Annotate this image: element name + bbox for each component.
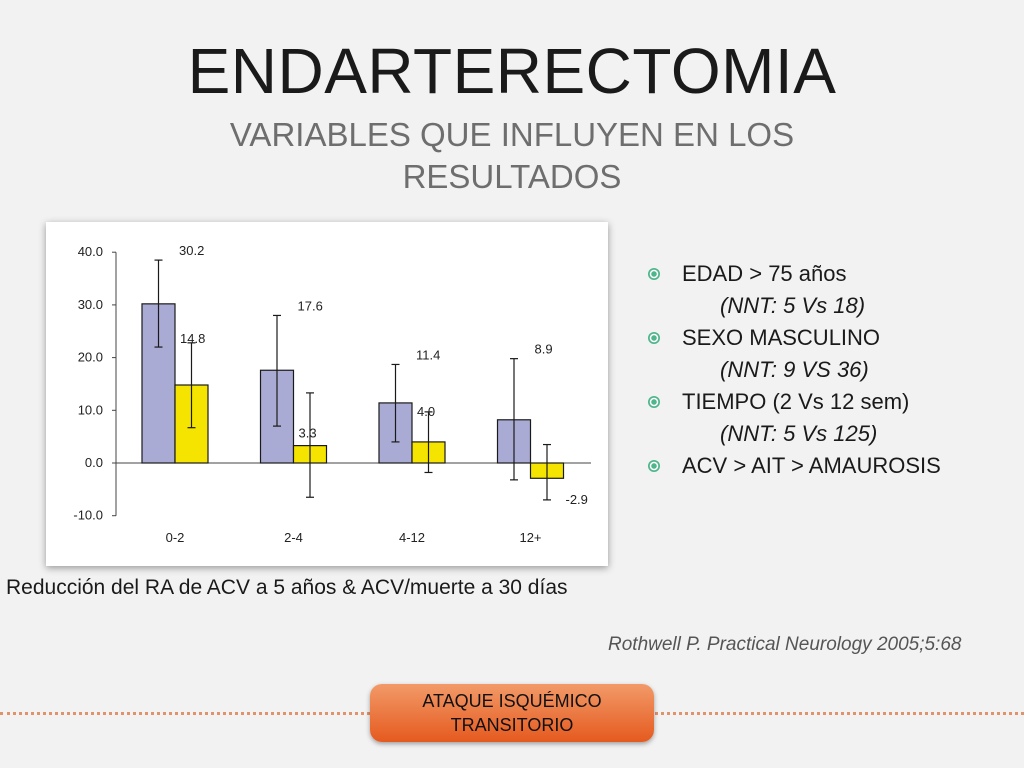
tia-nav-button-line-1: ATAQUE ISQUÉMICO <box>370 689 654 713</box>
bar-chart: 40.0 30.0 20.0 10.0 0.0 -10.0 30.2 14.8 0-2 17.6 3… <box>46 222 608 566</box>
x-tick-label: 2-4 <box>284 530 303 545</box>
bullet-subitem-age-nnt: (NNT: 5 Vs 18) <box>648 290 1024 322</box>
bar-chart-card: 40.0 30.0 20.0 10.0 0.0 -10.0 30.2 14.8 0-2 17.6 3… <box>46 222 608 566</box>
subtitle-line-1: VARIABLES QUE INFLUYEN EN LOS <box>0 114 1024 156</box>
bullet-item-time: TIEMPO (2 Vs 12 sem) <box>648 386 1024 418</box>
tia-nav-button-line-2: TRANSITORIO <box>370 713 654 737</box>
citation: Rothwell P. Practical Neurology 2005;5:6… <box>608 634 1024 656</box>
x-tick-label: 4-12 <box>399 530 425 545</box>
chart-caption: Reducción del RA de ACV a 5 años & ACV/m… <box>6 576 568 600</box>
subtitle-line-2: RESULTADOS <box>0 156 1024 198</box>
bullet-dot-icon <box>648 268 660 280</box>
y-tick-label: -10.0 <box>73 508 103 523</box>
bullet-subitem-time-nnt: (NNT: 5 Vs 125) <box>648 418 1024 450</box>
data-label: 17.6 <box>298 298 323 313</box>
bullet-list: EDAD > 75 años (NNT: 5 Vs 18) SEXO MASCU… <box>648 258 1024 482</box>
tia-nav-button[interactable]: ATAQUE ISQUÉMICO TRANSITORIO <box>370 684 654 742</box>
bullet-text: SEXO MASCULINO <box>682 322 880 354</box>
data-label: 14.8 <box>180 331 205 346</box>
x-tick-label: 0-2 <box>166 530 185 545</box>
slide-subtitle: VARIABLES QUE INFLUYEN EN LOS RESULTADOS <box>0 114 1024 198</box>
x-tick-label: 12+ <box>519 530 541 545</box>
bullet-dot-icon <box>648 396 660 408</box>
data-label: -2.9 <box>566 492 588 507</box>
data-label: 11.4 <box>416 347 440 362</box>
y-tick-label: 0.0 <box>85 455 103 470</box>
bullet-text: ACV > AIT > AMAUROSIS <box>682 450 941 482</box>
bullet-text: EDAD > 75 años <box>682 258 846 290</box>
y-tick-label: 20.0 <box>78 350 103 365</box>
slide-title: ENDARTERECTOMIA <box>0 34 1024 108</box>
bullet-dot-icon <box>648 332 660 344</box>
bullet-dot-icon <box>648 460 660 472</box>
bullet-subitem-sex-nnt: (NNT: 9 VS 36) <box>648 354 1024 386</box>
bullet-item-age: EDAD > 75 años <box>648 258 1024 290</box>
bullet-subtext: (NNT: 9 VS 36) <box>720 354 869 386</box>
bullet-item-sex: SEXO MASCULINO <box>648 322 1024 354</box>
bullet-text: TIEMPO (2 Vs 12 sem) <box>682 386 909 418</box>
y-tick-label: 30.0 <box>78 297 103 312</box>
bullet-subtext: (NNT: 5 Vs 18) <box>720 290 865 322</box>
data-label: 8.9 <box>535 342 553 357</box>
bullet-subtext: (NNT: 5 Vs 125) <box>720 418 877 450</box>
y-tick-label: 40.0 <box>78 244 103 259</box>
data-label: 3.3 <box>299 426 317 441</box>
y-tick-label: 10.0 <box>78 402 103 417</box>
data-label: 30.2 <box>179 243 204 258</box>
data-label: 4.0 <box>417 404 435 419</box>
bullet-item-event-type: ACV > AIT > AMAUROSIS <box>648 450 1024 482</box>
